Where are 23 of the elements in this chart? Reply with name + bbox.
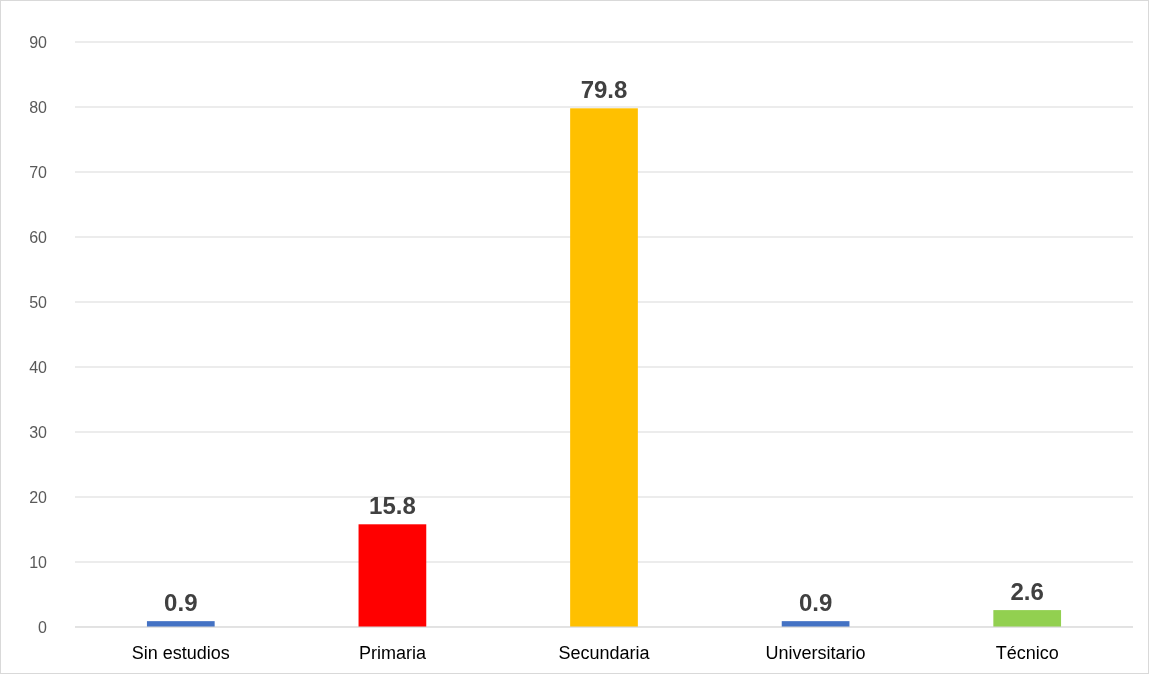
bar xyxy=(358,524,427,627)
data-label: 2.6 xyxy=(1010,578,1044,606)
data-label: 0.9 xyxy=(798,589,833,617)
x-tick-label: Secundaria xyxy=(558,643,651,663)
data-label: 79.8 xyxy=(580,76,628,104)
y-tick-label: 80 xyxy=(29,98,48,116)
y-tick-label: 90 xyxy=(29,33,48,51)
y-tick-label: 0 xyxy=(38,618,48,636)
y-tick-label: 70 xyxy=(29,163,48,181)
x-tick-label: Técnico xyxy=(995,643,1059,663)
x-tick-label: Primaria xyxy=(358,643,427,663)
data-label: 0.9 xyxy=(164,589,198,617)
bar xyxy=(993,610,1062,627)
y-tick-label: 40 xyxy=(29,358,48,376)
x-tick-label: Universitario xyxy=(765,643,866,663)
y-tick-label: 60 xyxy=(29,228,48,246)
y-tick-label: 50 xyxy=(29,293,48,311)
bar xyxy=(570,108,638,627)
y-tick-label: 20 xyxy=(29,488,48,506)
data-label: 15.8 xyxy=(369,492,416,520)
x-tick-label: Sin estudios xyxy=(131,643,230,663)
y-tick-label: 30 xyxy=(29,423,48,441)
y-tick-label: 10 xyxy=(29,553,48,571)
